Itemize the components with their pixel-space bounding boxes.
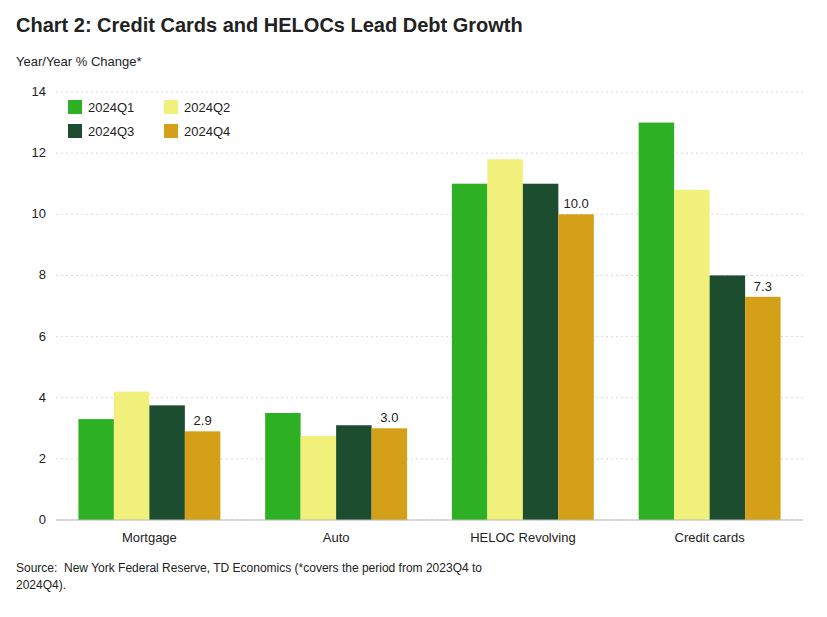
chart-svg: Chart 2: Credit Cards and HELOCs Lead De… (0, 0, 827, 617)
source-line: Source: New York Federal Reserve, TD Eco… (16, 561, 482, 575)
bar (487, 159, 522, 520)
bar (639, 123, 674, 520)
legend-background (62, 94, 262, 148)
legend-swatch (164, 100, 178, 114)
legend: 2024Q1 2024Q2 2024Q3 2024Q4 (62, 94, 262, 148)
bar (452, 184, 487, 520)
data-label: 2.9 (194, 413, 212, 428)
x-tick-label: Auto (323, 530, 350, 545)
grid-line (56, 92, 803, 93)
bar (301, 436, 336, 520)
bar (745, 297, 780, 520)
bar (114, 392, 149, 520)
y-tick-label: 4 (39, 390, 46, 405)
data-label: 10.0 (563, 196, 588, 211)
data-label: 7.3 (754, 279, 772, 294)
bar (710, 275, 745, 520)
bar (674, 190, 709, 520)
legend-label: 2024Q4 (184, 124, 230, 139)
bar (336, 425, 371, 520)
data-label: 3.0 (380, 410, 398, 425)
y-tick-label: 6 (39, 329, 46, 344)
grid-line (56, 153, 803, 154)
chart-container: Chart 2: Credit Cards and HELOCs Lead De… (0, 0, 827, 617)
x-tick-label: HELOC Revolving (470, 530, 576, 545)
y-tick-label: 12 (32, 145, 46, 160)
source-line: 2024Q4). (16, 578, 66, 592)
legend-swatch (68, 100, 82, 114)
y-tick-label: 14 (32, 84, 46, 99)
y-axis-label: Year/Year % Change* (16, 54, 142, 69)
bar (78, 419, 113, 520)
y-tick-label: 2 (39, 451, 46, 466)
x-axis-line (56, 520, 803, 521)
bar (372, 428, 407, 520)
bar (523, 184, 558, 520)
y-tick-label: 0 (39, 512, 46, 527)
bar (265, 413, 300, 520)
bar (149, 405, 184, 520)
title: Chart 2: Credit Cards and HELOCs Lead De… (16, 14, 523, 36)
x-tick-label: Credit cards (675, 530, 746, 545)
y-tick-label: 8 (39, 267, 46, 282)
x-tick-label: Mortgage (122, 530, 177, 545)
bars (78, 123, 780, 520)
source-note: Source: New York Federal Reserve, TD Eco… (16, 561, 482, 592)
bar (185, 431, 220, 520)
grid (56, 92, 803, 520)
legend-swatch (164, 124, 178, 138)
legend-label: 2024Q1 (88, 100, 134, 115)
legend-label: 2024Q2 (184, 100, 230, 115)
legend-label: 2024Q3 (88, 124, 134, 139)
bar (558, 214, 593, 520)
legend-swatch (68, 124, 82, 138)
data-labels: 2.9 3.0 10.0 7.3 (194, 196, 772, 428)
grid-line (56, 520, 803, 521)
y-tick-label: 10 (32, 206, 46, 221)
